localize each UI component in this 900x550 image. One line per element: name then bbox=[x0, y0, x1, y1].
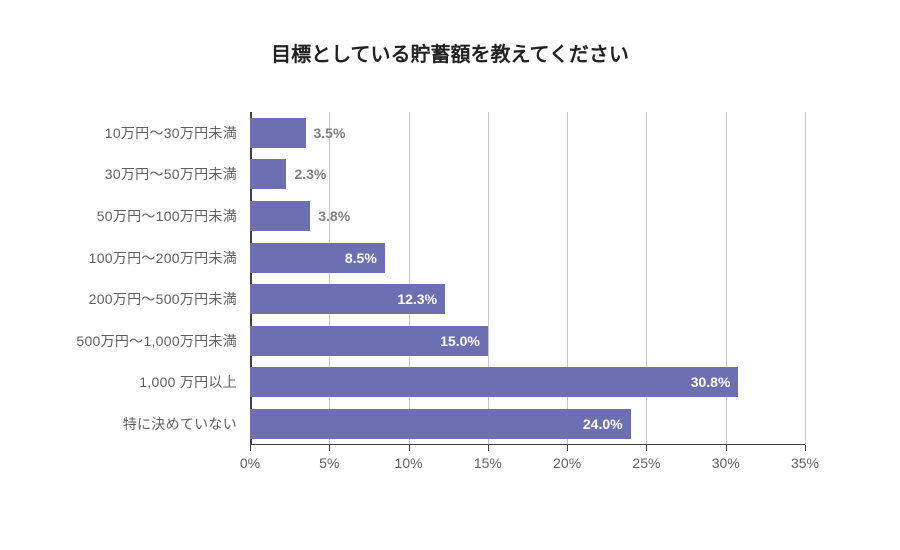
x-tick-mark bbox=[726, 445, 727, 451]
x-tick-label: 35% bbox=[791, 455, 819, 471]
category-label: 200万円～500万円未満 bbox=[89, 289, 237, 309]
chart-title: 目標としている貯蓄額を教えてください bbox=[0, 38, 900, 67]
x-tick-label: 5% bbox=[319, 455, 339, 471]
x-axis-line bbox=[250, 444, 805, 446]
x-tick-label: 25% bbox=[632, 455, 660, 471]
bar-value-label: 3.8% bbox=[318, 208, 350, 224]
bar bbox=[250, 409, 631, 439]
x-tick-label: 15% bbox=[474, 455, 502, 471]
bar-value-label: 30.8% bbox=[691, 374, 731, 390]
category-label: 30万円～50万円未満 bbox=[105, 164, 237, 184]
category-label: 100万円～200万円未満 bbox=[89, 248, 237, 268]
bar-value-label: 2.3% bbox=[294, 166, 326, 182]
bar-value-label: 12.3% bbox=[397, 291, 437, 307]
x-tick-mark bbox=[250, 445, 251, 451]
x-tick-mark bbox=[329, 445, 330, 451]
gridline bbox=[805, 112, 806, 445]
x-tick-mark bbox=[567, 445, 568, 451]
x-tick-label: 30% bbox=[712, 455, 740, 471]
x-tick-mark bbox=[805, 445, 806, 451]
bar bbox=[250, 201, 310, 231]
bar-value-label: 24.0% bbox=[583, 416, 623, 432]
category-label: 500万円～1,000万円未満 bbox=[76, 331, 237, 351]
bar-value-label: 8.5% bbox=[345, 250, 377, 266]
category-label: 50万円～100万円未満 bbox=[97, 206, 237, 226]
category-label: 1,000 万円以上 bbox=[139, 372, 237, 392]
category-label: 特に決めていない bbox=[123, 414, 237, 434]
bar-value-label: 15.0% bbox=[440, 333, 480, 349]
chart-plot-area: 0%5%10%15%20%25%30%35%3.5%2.3%3.8%8.5%12… bbox=[250, 112, 805, 445]
bar bbox=[250, 159, 286, 189]
x-tick-mark bbox=[646, 445, 647, 451]
bar-value-label: 3.5% bbox=[314, 125, 346, 141]
bar bbox=[250, 367, 738, 397]
x-tick-label: 20% bbox=[553, 455, 581, 471]
x-tick-mark bbox=[409, 445, 410, 451]
x-tick-mark bbox=[488, 445, 489, 451]
x-tick-label: 0% bbox=[240, 455, 260, 471]
bar bbox=[250, 118, 306, 148]
category-label: 10万円～30万円未満 bbox=[105, 123, 237, 143]
x-tick-label: 10% bbox=[395, 455, 423, 471]
